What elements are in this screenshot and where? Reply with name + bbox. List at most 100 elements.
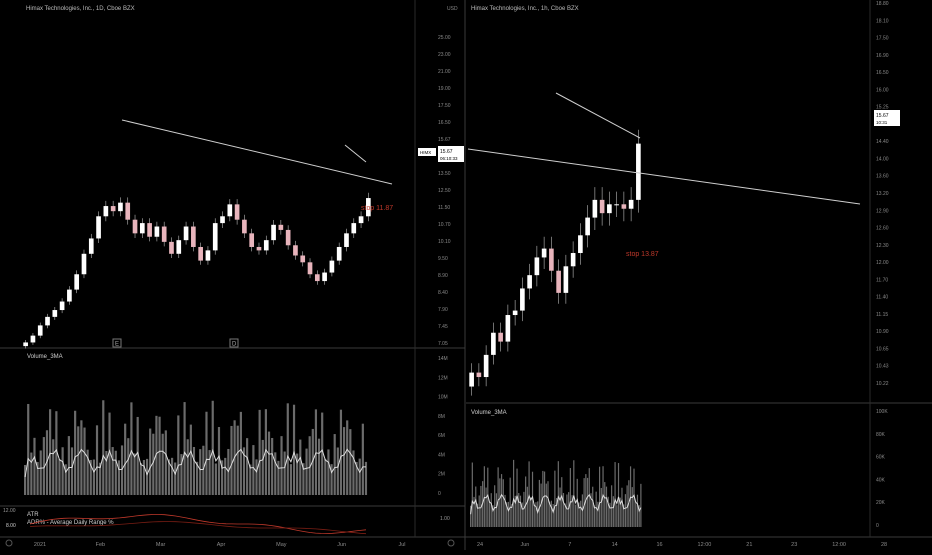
left-volume-bar — [127, 438, 130, 495]
left-candle-body — [329, 260, 335, 273]
right-volume-bar — [509, 477, 511, 527]
left-volume-axis: 14M 12M 10M 8M 6M 4M 2M 0 — [438, 356, 448, 497]
right-time-tick: 24 — [477, 542, 483, 548]
left-candle-body — [322, 272, 327, 282]
left-volume-bar — [286, 403, 289, 495]
right-price-tag — [874, 110, 900, 126]
left-price-tick: 10.10 — [438, 239, 451, 245]
left-volume-bar — [24, 465, 27, 495]
right-volume-bar — [578, 502, 580, 527]
left-trendline[interactable] — [121, 119, 393, 185]
right-candle-body — [505, 315, 511, 342]
right-candle-body — [469, 372, 474, 387]
earnings-marker-text: E — [115, 342, 119, 348]
left-candle-body — [366, 198, 371, 217]
left-volume-bar — [83, 427, 86, 495]
right-trendline[interactable] — [467, 148, 861, 205]
right-price-tick: 12.30 — [876, 243, 889, 249]
right-volume-bar — [611, 485, 613, 527]
left-volume-bar — [308, 436, 311, 495]
right-volume-bar — [490, 493, 492, 527]
right-volume-bar — [590, 493, 592, 527]
left-volume-bar — [105, 451, 108, 495]
left-volume-bar — [358, 458, 361, 495]
left-candle-body — [132, 219, 138, 234]
left-volume-bar — [289, 464, 293, 495]
atr-axis-value: 8.00 — [6, 523, 16, 529]
left-volume-bar — [183, 402, 186, 495]
left-price-tick: 16.50 — [438, 120, 451, 126]
right-volume-bar — [559, 487, 561, 527]
left-candle-body — [256, 246, 262, 251]
right-volume-bar — [636, 494, 639, 527]
dividend-marker[interactable] — [229, 338, 239, 348]
left-price-tick: 9.50 — [438, 256, 448, 262]
right-volume-bar — [569, 468, 571, 527]
right-price-tick: 10.22 — [876, 381, 889, 387]
left-candle-body — [45, 316, 50, 326]
right-price-tick: 16.50 — [876, 70, 889, 76]
left-price-tick: 25.00 — [438, 35, 451, 41]
left-volume-bar — [277, 460, 280, 495]
right-volume-tick: 100K — [876, 409, 888, 415]
right-volume-bar — [506, 502, 508, 527]
left-candle-body — [161, 226, 167, 242]
right-volume-bar — [483, 466, 485, 527]
left-settings-icon[interactable] — [5, 539, 13, 547]
left-volume-bar — [99, 462, 102, 495]
right-volume-bar — [528, 461, 530, 527]
left-volume-bar — [336, 447, 339, 495]
left-volume-bar — [196, 461, 199, 495]
right-volume-axis: 100K 80K 60K 40K 20K 0 — [876, 409, 888, 529]
right-volume-bar — [600, 487, 602, 527]
right-volume-bar — [571, 495, 573, 527]
left-time-tick: May — [276, 542, 287, 548]
left-volume-bar — [27, 403, 30, 495]
left-candle-body — [103, 206, 109, 217]
right-volume-bar — [586, 477, 589, 527]
right-price-tick: 15.25 — [876, 105, 889, 111]
left-short-trendline[interactable] — [344, 144, 367, 163]
right-candle-body — [476, 372, 482, 378]
left-currency-label: USD — [447, 6, 458, 12]
left-candle-body — [96, 216, 101, 239]
right-volume-bar — [540, 483, 542, 527]
left-candle-body — [191, 226, 196, 247]
left-volume-tick: 0 — [438, 491, 441, 497]
right-candle-body — [592, 199, 598, 218]
right-short-trendline[interactable] — [555, 92, 641, 139]
right-time-tick: 16 — [656, 542, 662, 548]
left-volume-bar — [52, 439, 55, 495]
right-price-tick: 12.00 — [876, 260, 889, 266]
right-volume-bar — [521, 502, 523, 527]
right-volume-tick: 0 — [876, 523, 879, 529]
left-volume-bar — [364, 461, 368, 495]
right-candle-body — [527, 275, 532, 289]
left-volume-ma — [24, 448, 366, 478]
right-volume-bar — [550, 500, 553, 527]
right-candle-body — [498, 332, 503, 342]
right-candle-body — [563, 266, 569, 293]
left-stop-annotation[interactable]: stop 11.87 — [361, 205, 393, 212]
right-volume-bar — [478, 495, 480, 527]
right-volume-bar — [593, 505, 596, 527]
right-settings-icon[interactable] — [447, 539, 455, 547]
right-volume-bar — [519, 495, 522, 527]
earnings-marker[interactable] — [112, 338, 122, 348]
right-volume-bar — [475, 486, 477, 527]
adr-right-axis: 1.00 — [440, 516, 450, 522]
right-time-tick: 7 — [568, 542, 571, 548]
right-volume-tick: 60K — [876, 455, 886, 461]
left-candle-body — [67, 289, 72, 302]
right-volume-bar — [564, 503, 566, 527]
right-candle-body — [512, 310, 518, 316]
left-volume-bar — [30, 452, 33, 495]
right-volume-bar — [588, 468, 590, 527]
right-stop-annotation[interactable]: stop 13.87 — [626, 251, 659, 258]
left-volume-bar — [267, 431, 271, 495]
left-candle-body — [30, 335, 36, 343]
atr-title: ATR — [27, 512, 39, 518]
right-volume-bar — [554, 470, 556, 527]
